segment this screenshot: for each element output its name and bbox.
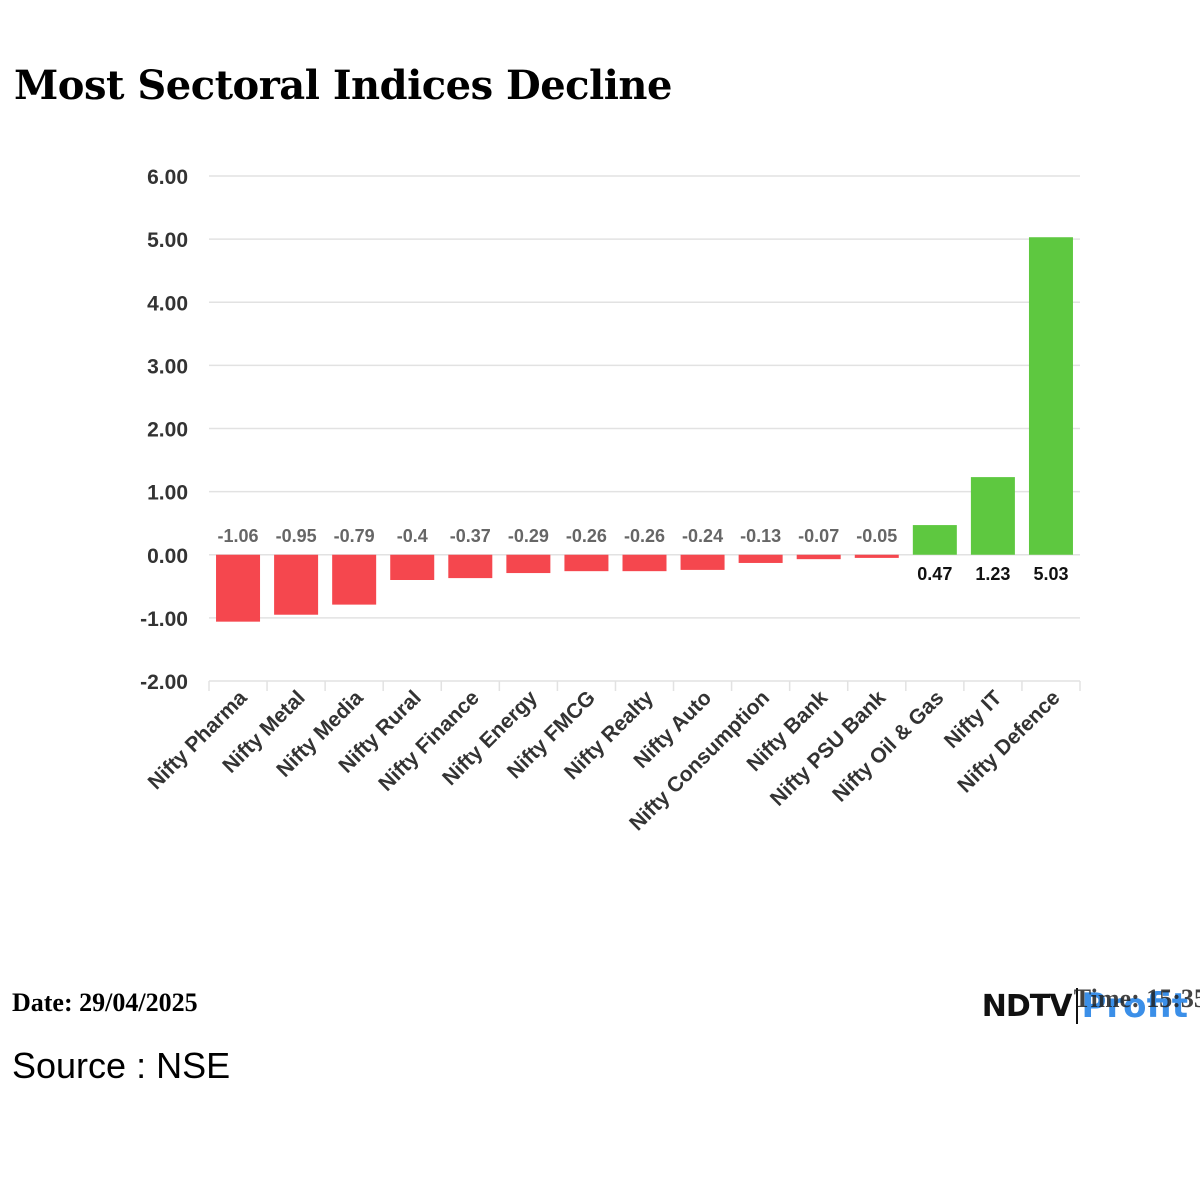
data-label: -0.07	[798, 526, 839, 546]
data-label: -0.95	[276, 526, 317, 546]
x-tick-label: Nifty Defence	[953, 686, 1064, 797]
y-tick-label: 0.00	[147, 545, 188, 568]
bar	[274, 554, 319, 615]
data-label: 0.47	[917, 564, 952, 584]
y-tick-label: 5.00	[147, 229, 188, 252]
bar	[332, 554, 377, 605]
chart-title: Most Sectoral Indices Decline	[14, 62, 672, 109]
bar	[564, 554, 609, 572]
y-tick-label: 2.00	[147, 419, 188, 442]
bar	[912, 525, 957, 555]
bar-chart: 6.00 5.00 4.00 3.00 2.00 1.00 0.00 -1.00 -2.00 -1…	[140, 166, 1081, 835]
bar	[970, 477, 1015, 555]
data-label: 1.23	[975, 564, 1010, 584]
x-tick-label: Nifty Finance	[374, 686, 484, 796]
bar	[796, 554, 841, 560]
y-tick-label: -1.00	[140, 608, 188, 631]
bar	[390, 554, 435, 580]
bar	[506, 554, 551, 574]
bar	[1028, 237, 1073, 555]
x-tick-label: Nifty Pharma	[144, 686, 252, 794]
data-label: -0.79	[334, 526, 375, 546]
logo-divider	[1075, 988, 1078, 1024]
y-tick-label: 1.00	[147, 482, 188, 505]
y-tick-label: 6.00	[147, 166, 188, 189]
bar	[622, 554, 667, 572]
data-label: -0.13	[740, 526, 781, 546]
data-label: 5.03	[1033, 564, 1068, 584]
y-tick-label: -2.00	[140, 671, 188, 694]
bar	[738, 554, 783, 563]
data-label: -0.37	[450, 526, 491, 546]
data-label: -0.26	[624, 526, 665, 546]
data-label: -0.4	[397, 526, 428, 546]
data-label: -0.26	[566, 526, 607, 546]
bar	[680, 554, 725, 570]
data-label: -1.06	[218, 526, 259, 546]
data-label: -0.29	[508, 526, 549, 546]
logo-ndtv-text: NDTV	[981, 988, 1073, 1024]
bar	[854, 554, 899, 558]
data-label: -0.05	[856, 526, 897, 546]
bar	[216, 554, 261, 622]
data-label: -0.24	[682, 526, 723, 546]
ndtv-profit-logo: Time: 15:35 NDTV Profit	[981, 984, 1200, 1028]
y-tick-label: 4.00	[147, 292, 188, 315]
y-tick-label: 3.00	[147, 355, 188, 378]
time-label: Time: 15:35	[1073, 984, 1200, 1013]
bar	[448, 554, 493, 579]
source-label: Source : NSE	[12, 1045, 231, 1086]
logo-profit-text: Profit	[1081, 986, 1189, 1026]
date-label: Date: 29/04/2025	[12, 988, 198, 1017]
